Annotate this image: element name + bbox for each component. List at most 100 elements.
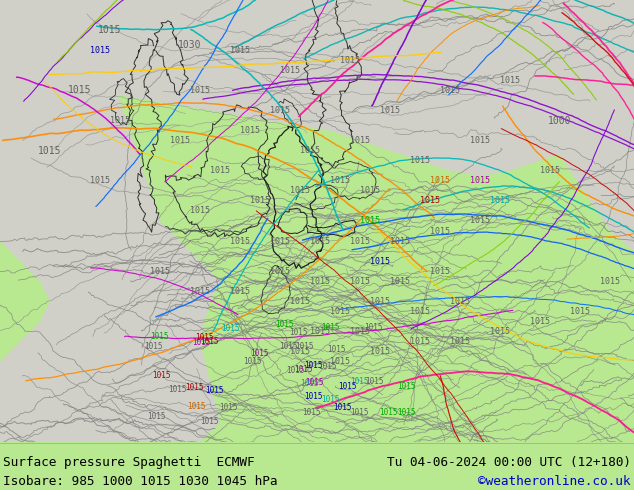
Text: 1015: 1015 xyxy=(250,196,270,205)
Text: 1015: 1015 xyxy=(321,394,340,404)
Text: 1015: 1015 xyxy=(110,116,130,125)
Text: 1015: 1015 xyxy=(390,237,410,245)
Text: 1015: 1015 xyxy=(200,337,219,345)
Text: 1015: 1015 xyxy=(350,327,370,336)
Text: 1015: 1015 xyxy=(351,377,369,386)
Text: 1015: 1015 xyxy=(397,408,415,416)
Text: 1015: 1015 xyxy=(350,237,370,245)
Text: 1015: 1015 xyxy=(450,297,470,306)
Text: 1015: 1015 xyxy=(490,196,510,205)
Text: 1015: 1015 xyxy=(240,126,260,135)
Text: 1015: 1015 xyxy=(190,86,210,95)
Text: 1015: 1015 xyxy=(370,347,390,356)
Text: 1015: 1015 xyxy=(370,257,390,266)
Text: 1015: 1015 xyxy=(330,307,350,316)
Text: 1015: 1015 xyxy=(340,56,360,65)
Text: 1015: 1015 xyxy=(500,76,520,85)
Text: 1015: 1015 xyxy=(430,267,450,276)
Text: 1015: 1015 xyxy=(310,237,330,245)
Text: 1015: 1015 xyxy=(305,378,323,387)
Text: 1015: 1015 xyxy=(279,342,297,351)
Text: Isobare: 985 1000 1015 1030 1045 hPa: Isobare: 985 1000 1015 1030 1045 hPa xyxy=(3,475,278,488)
Text: 1015: 1015 xyxy=(90,176,110,185)
Text: 1015: 1015 xyxy=(330,176,350,185)
Text: 1015: 1015 xyxy=(294,365,313,374)
Text: 1015: 1015 xyxy=(152,371,171,380)
Text: 1015: 1015 xyxy=(230,237,250,245)
Text: 1015: 1015 xyxy=(530,317,550,326)
Text: 1015: 1015 xyxy=(410,337,430,346)
Polygon shape xyxy=(480,0,634,251)
Text: 1015: 1015 xyxy=(333,403,351,412)
Text: 1015: 1015 xyxy=(150,267,170,276)
Polygon shape xyxy=(0,0,634,176)
Text: 1015: 1015 xyxy=(310,327,330,336)
Text: 1015: 1015 xyxy=(397,382,416,391)
Text: Surface pressure Spaghetti  ECMWF: Surface pressure Spaghetti ECMWF xyxy=(3,456,255,469)
Text: 1015: 1015 xyxy=(185,383,204,392)
Text: 1015: 1015 xyxy=(600,277,620,286)
Text: 1015: 1015 xyxy=(98,25,122,35)
Text: 1015: 1015 xyxy=(365,377,383,386)
Text: 1015: 1015 xyxy=(318,362,337,371)
Text: 1015: 1015 xyxy=(270,106,290,115)
Text: 1015: 1015 xyxy=(470,176,490,185)
Text: 1015: 1015 xyxy=(150,332,169,342)
Text: 1015: 1015 xyxy=(380,106,400,115)
Text: 1015: 1015 xyxy=(490,327,510,336)
Text: 1015: 1015 xyxy=(221,324,240,333)
Text: 1015: 1015 xyxy=(350,277,370,286)
Text: ©weatheronline.co.uk: ©weatheronline.co.uk xyxy=(478,475,631,488)
Text: 1015: 1015 xyxy=(280,66,300,75)
Text: 1015: 1015 xyxy=(570,307,590,316)
Text: 1015: 1015 xyxy=(286,366,305,375)
Text: 1015: 1015 xyxy=(540,166,560,175)
Text: 1015: 1015 xyxy=(210,166,230,175)
Text: 1015: 1015 xyxy=(321,323,340,332)
Text: 1015: 1015 xyxy=(420,196,440,205)
Text: 1015: 1015 xyxy=(300,146,320,155)
Text: 1015: 1015 xyxy=(310,277,330,286)
Text: 1015: 1015 xyxy=(304,392,322,400)
Text: 1015: 1015 xyxy=(300,379,318,388)
Text: 1015: 1015 xyxy=(270,237,290,245)
Text: 1015: 1015 xyxy=(38,146,61,156)
Text: 1015: 1015 xyxy=(327,344,346,354)
Text: 1015: 1015 xyxy=(365,323,383,332)
Text: 1015: 1015 xyxy=(193,338,211,346)
Text: 1015: 1015 xyxy=(170,136,190,145)
Text: 1015: 1015 xyxy=(190,287,210,296)
Text: 1015: 1015 xyxy=(200,417,219,426)
Text: 1015: 1015 xyxy=(440,86,460,95)
Text: 1015: 1015 xyxy=(205,386,224,395)
Text: 1015: 1015 xyxy=(290,186,310,196)
Text: 1015: 1015 xyxy=(290,347,310,356)
Text: 1015: 1015 xyxy=(276,320,294,329)
Text: 1015: 1015 xyxy=(243,357,262,366)
Text: 1015: 1015 xyxy=(302,408,321,416)
Text: 1015: 1015 xyxy=(68,85,92,96)
Text: 1015: 1015 xyxy=(470,217,490,225)
Polygon shape xyxy=(0,0,220,442)
Text: 1015: 1015 xyxy=(360,217,380,225)
Text: 1015: 1015 xyxy=(380,408,398,417)
Text: 1015: 1015 xyxy=(338,382,357,391)
Text: 1015: 1015 xyxy=(270,267,290,276)
Text: 1015: 1015 xyxy=(350,136,370,145)
Text: 1015: 1015 xyxy=(470,136,490,145)
Text: 1015: 1015 xyxy=(410,156,430,165)
Text: 1015: 1015 xyxy=(430,226,450,236)
Text: 1000: 1000 xyxy=(548,116,572,125)
Text: 1015: 1015 xyxy=(430,176,450,185)
Text: 1030: 1030 xyxy=(178,40,202,50)
Text: 1015: 1015 xyxy=(360,186,380,196)
Text: 1015: 1015 xyxy=(219,402,238,412)
Text: 1015: 1015 xyxy=(295,342,313,351)
Text: 1015: 1015 xyxy=(290,297,310,306)
Text: 1015: 1015 xyxy=(410,307,430,316)
Text: 1015: 1015 xyxy=(450,337,470,346)
Text: 1015: 1015 xyxy=(145,343,163,351)
Text: Tu 04-06-2024 00:00 UTC (12+180): Tu 04-06-2024 00:00 UTC (12+180) xyxy=(387,456,631,469)
Text: 1015: 1015 xyxy=(350,408,369,417)
Text: 1015: 1015 xyxy=(330,357,350,366)
